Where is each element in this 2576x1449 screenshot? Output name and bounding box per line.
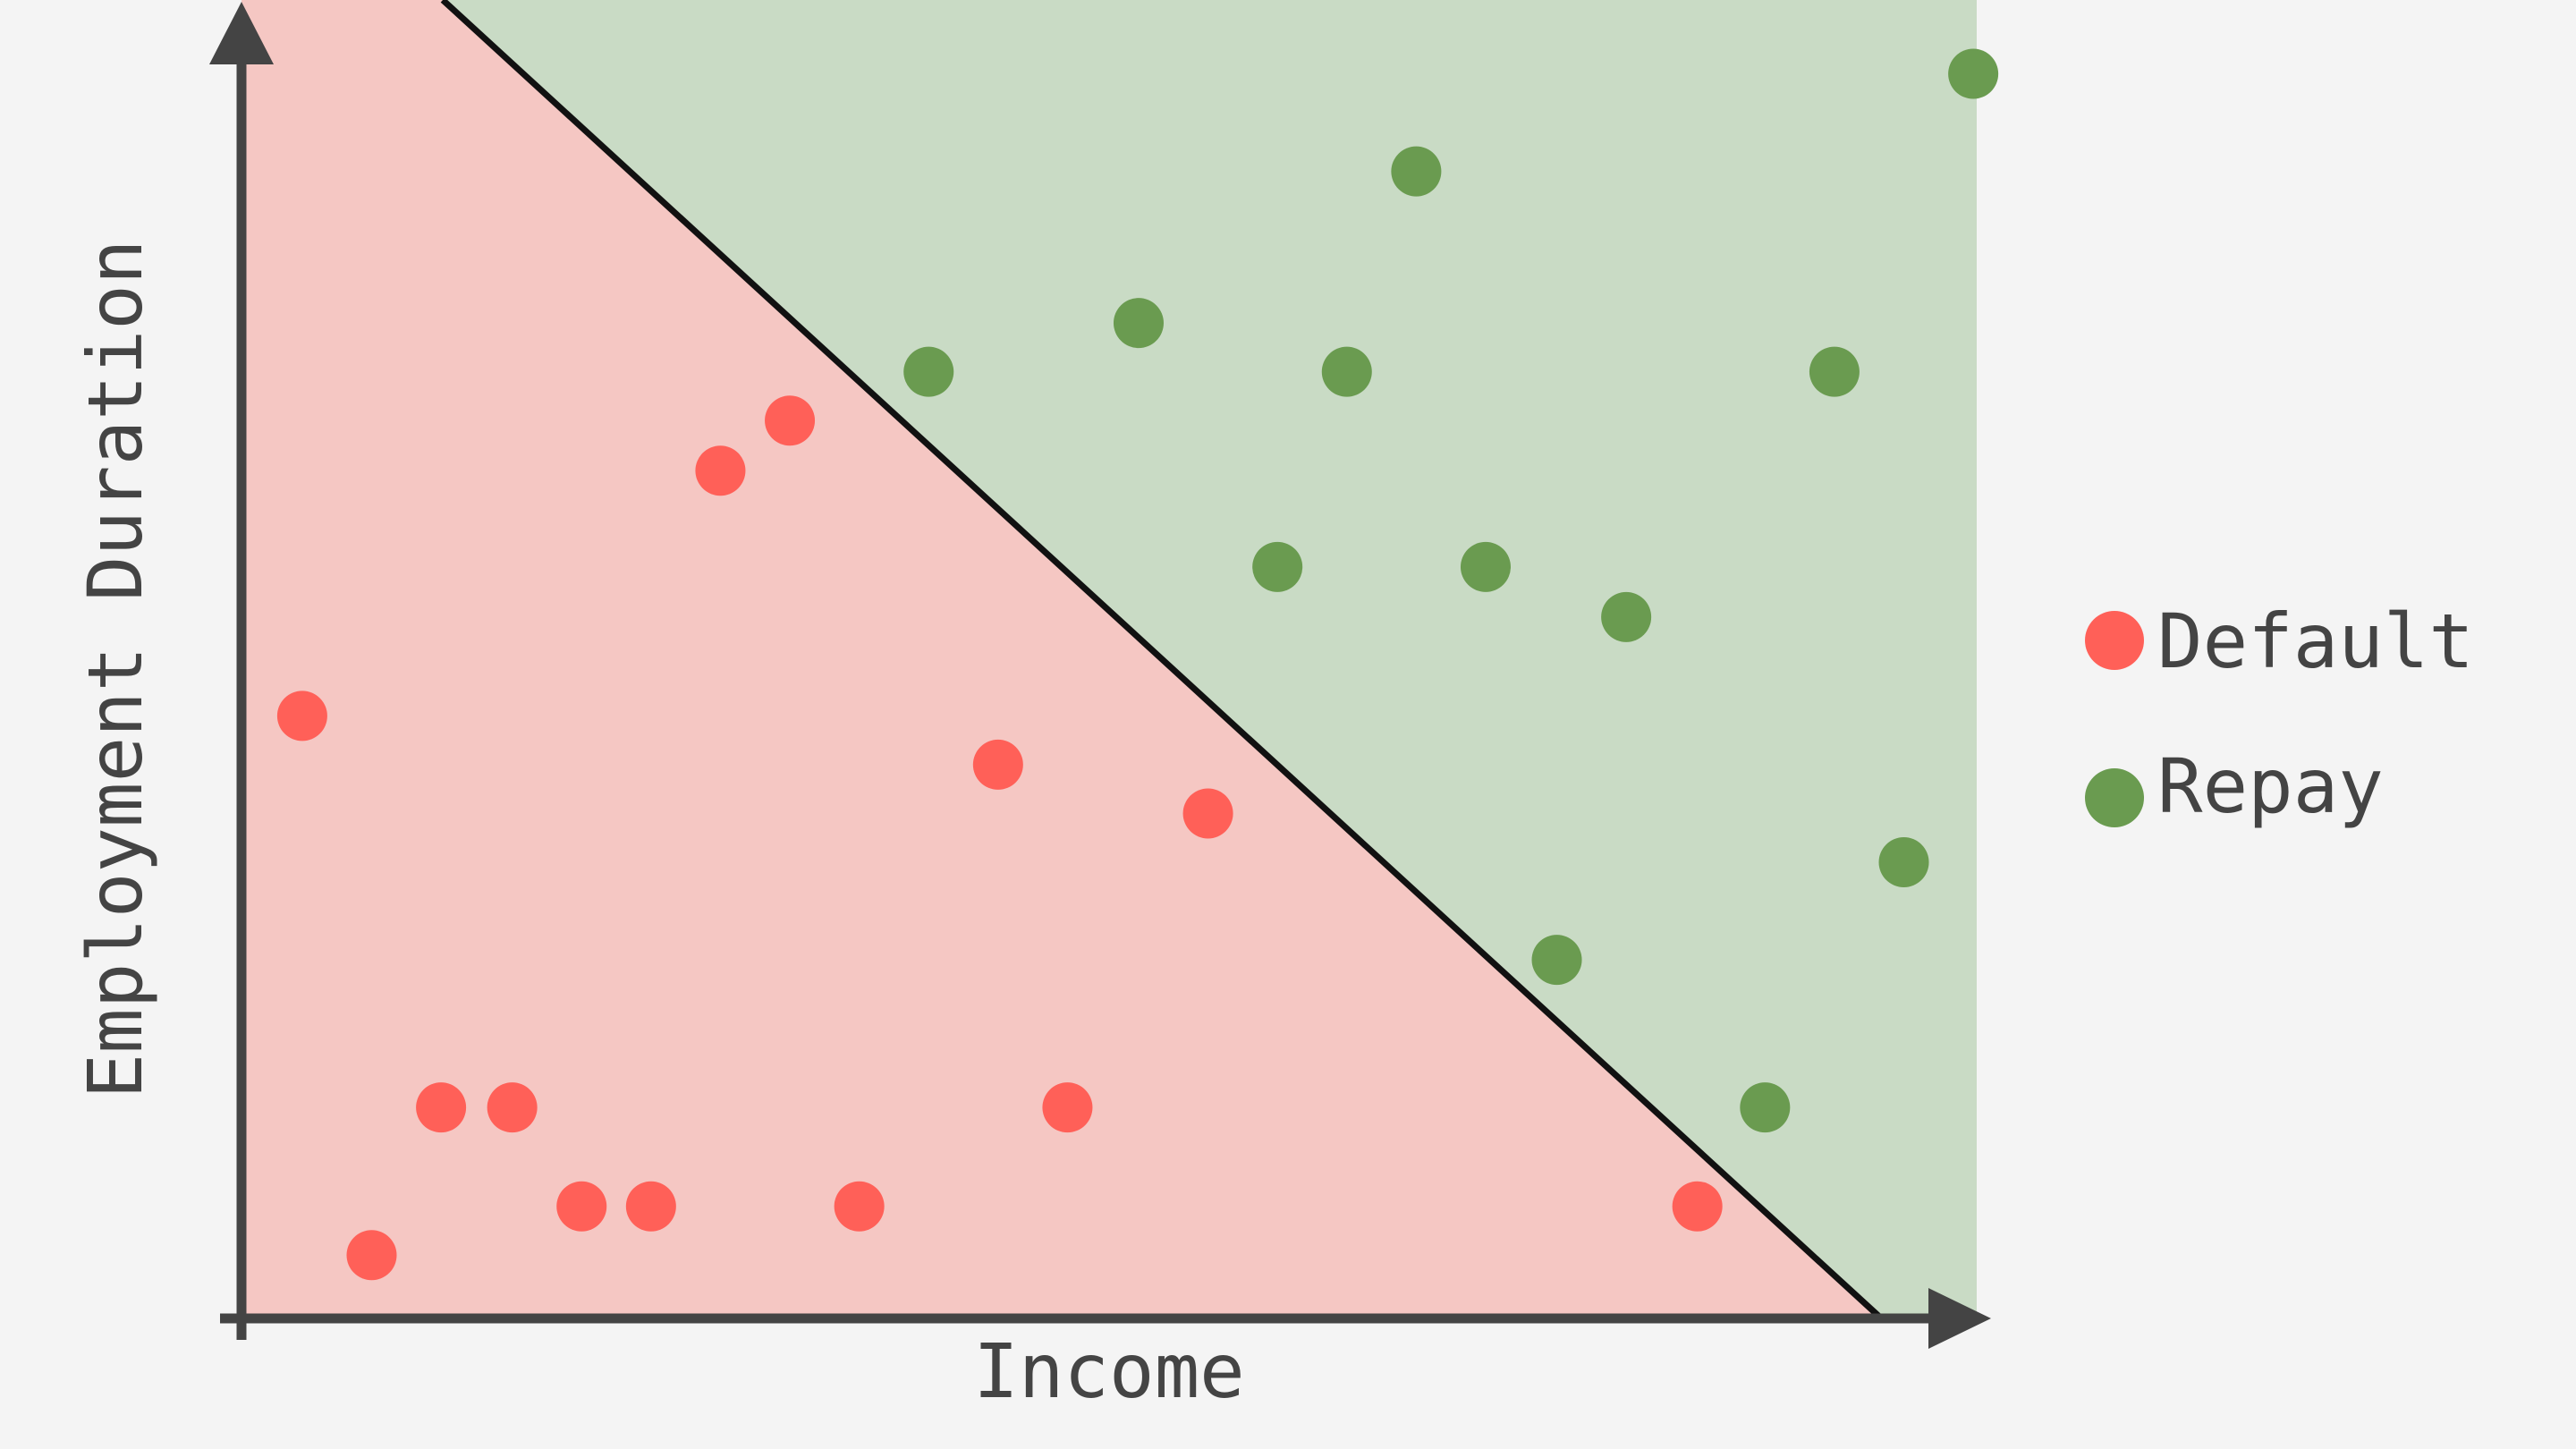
- y-axis-label: Employment Duration: [72, 240, 159, 1099]
- data-point-repay: [1460, 541, 1511, 592]
- decision-regions: [242, 0, 1977, 1318]
- data-point-repay: [1948, 48, 1999, 99]
- data-point-default: [1042, 1082, 1093, 1133]
- data-points: [276, 48, 1999, 1281]
- legend-item-repay: Repay: [2085, 742, 2384, 830]
- data-point-default: [1182, 788, 1233, 839]
- legend: Default Repay: [2085, 597, 2474, 830]
- x-axis-label: Income: [973, 1327, 1244, 1415]
- data-point-repay: [1601, 591, 1652, 642]
- x-axis-arrowhead: [1928, 1288, 1991, 1349]
- legend-label-repay: Repay: [2157, 742, 2384, 830]
- data-point-default: [416, 1082, 467, 1133]
- data-point-default: [556, 1181, 607, 1232]
- legend-item-default: Default: [2085, 597, 2474, 685]
- region-default: [242, 0, 1882, 1318]
- decision-boundary: [440, 0, 1884, 1321]
- data-point-default: [487, 1082, 538, 1133]
- data-point-repay: [1878, 836, 1929, 887]
- data-point-default: [972, 739, 1023, 790]
- data-point-default: [1672, 1181, 1723, 1232]
- data-point-repay: [903, 346, 954, 397]
- legend-marker-default: [2085, 611, 2144, 670]
- legend-label-default: Default: [2157, 597, 2474, 685]
- data-point-default: [695, 445, 746, 496]
- data-point-repay: [1531, 935, 1582, 986]
- data-point-repay: [1321, 346, 1372, 397]
- legend-marker-repay: [2085, 768, 2144, 827]
- data-point-repay: [1252, 541, 1303, 592]
- data-point-default: [276, 691, 327, 741]
- data-point-default: [346, 1230, 397, 1281]
- y-axis-arrowhead: [209, 2, 274, 64]
- data-point-repay: [1740, 1082, 1791, 1133]
- axes: [209, 2, 1991, 1349]
- data-point-default: [765, 395, 816, 446]
- boundary-line: [440, 0, 1884, 1321]
- region-repay: [443, 0, 1977, 1318]
- data-point-repay: [1391, 146, 1442, 197]
- data-point-repay: [1809, 346, 1860, 397]
- data-point-default: [625, 1181, 676, 1232]
- data-point-default: [834, 1181, 885, 1232]
- data-point-repay: [1113, 298, 1164, 349]
